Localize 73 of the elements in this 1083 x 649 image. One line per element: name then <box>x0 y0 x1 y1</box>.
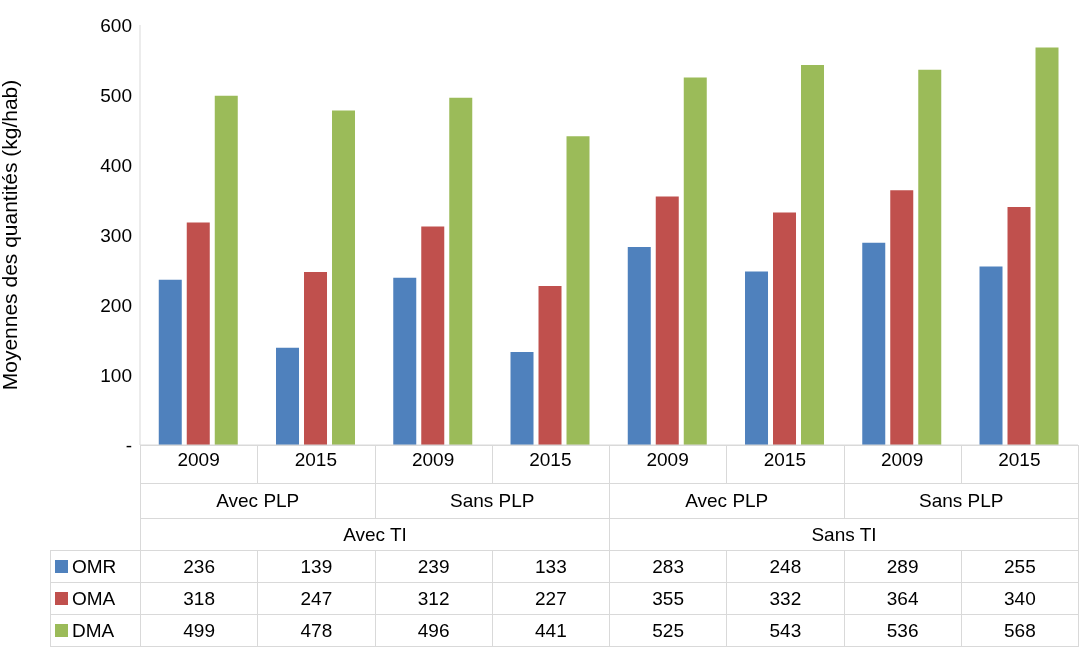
text: Avec TI <box>140 518 610 551</box>
bar <box>745 271 769 445</box>
bar <box>393 277 417 445</box>
x-tick-label: 2009 <box>177 449 220 471</box>
legend-label: OMA <box>72 587 116 610</box>
data-label: 441 <box>491 614 610 647</box>
data-label: 543 <box>726 614 845 647</box>
legend-label: OMR <box>72 555 117 578</box>
data-label: 568 <box>960 614 1079 647</box>
bar <box>186 222 210 445</box>
bar <box>276 347 300 445</box>
data-label: 332 <box>726 582 845 615</box>
y-tick-label: 600 <box>100 14 132 36</box>
text: Sans TI <box>609 518 1079 551</box>
bar <box>214 95 238 445</box>
bar <box>655 196 679 445</box>
data-label: 340 <box>960 582 1079 615</box>
data-label: 496 <box>374 614 493 647</box>
x-tick-label: 2009 <box>880 449 924 471</box>
x-tick-label: 2015 <box>998 449 1041 471</box>
bar <box>538 286 562 445</box>
bar <box>773 212 797 445</box>
y-tick-label: 500 <box>100 84 132 106</box>
bar <box>627 246 651 445</box>
bar <box>510 351 534 445</box>
y-tick-label: 200 <box>100 294 132 316</box>
data-label: 139 <box>257 550 376 583</box>
bar <box>890 190 914 445</box>
data-label: 227 <box>491 582 610 615</box>
bar <box>1007 207 1031 445</box>
x-tick-label: 2015 <box>294 449 338 471</box>
bar <box>332 110 356 445</box>
y-tick-label: 100 <box>100 364 132 386</box>
bar <box>979 266 1003 445</box>
data-label: 478 <box>257 614 376 647</box>
data-label: 364 <box>843 582 962 615</box>
bar <box>449 97 473 445</box>
data-label: 247 <box>257 582 376 615</box>
bar <box>918 69 942 445</box>
y-axis-title: Moyennes des quantités (kg/hab) <box>0 79 22 391</box>
text: Sans PLP <box>843 483 1079 519</box>
bar <box>421 226 445 445</box>
data-label: 312 <box>374 582 493 615</box>
data-label: 283 <box>609 550 728 583</box>
data-label: 236 <box>140 550 259 583</box>
y-tick-label: - <box>125 434 132 456</box>
data-label: 133 <box>491 550 610 583</box>
data-label: 255 <box>960 550 1079 583</box>
x-tick-label: 2015 <box>529 449 572 471</box>
y-tick-label: 400 <box>100 154 132 176</box>
text: Sans PLP <box>374 483 610 519</box>
text: Avec PLP <box>140 483 376 519</box>
bar <box>158 279 182 445</box>
text: Avec PLP <box>609 483 845 519</box>
bar <box>801 64 825 445</box>
data-label: 289 <box>843 550 962 583</box>
x-tick-label: 2015 <box>763 449 807 471</box>
bar <box>304 272 328 445</box>
bar <box>1035 47 1059 445</box>
data-label: 355 <box>609 582 728 615</box>
data-label: 318 <box>140 582 259 615</box>
bar <box>683 77 707 445</box>
data-label: 525 <box>609 614 728 647</box>
y-tick-label: 300 <box>100 224 132 246</box>
x-tick-label: 2009 <box>411 449 455 471</box>
data-label: 536 <box>843 614 962 647</box>
data-label: 499 <box>140 614 259 647</box>
x-tick-label: 2009 <box>646 449 689 471</box>
data-label: 248 <box>726 550 845 583</box>
bar <box>566 136 590 445</box>
bar <box>862 242 886 445</box>
legend-label: DMA <box>72 619 115 642</box>
data-label: 239 <box>374 550 493 583</box>
